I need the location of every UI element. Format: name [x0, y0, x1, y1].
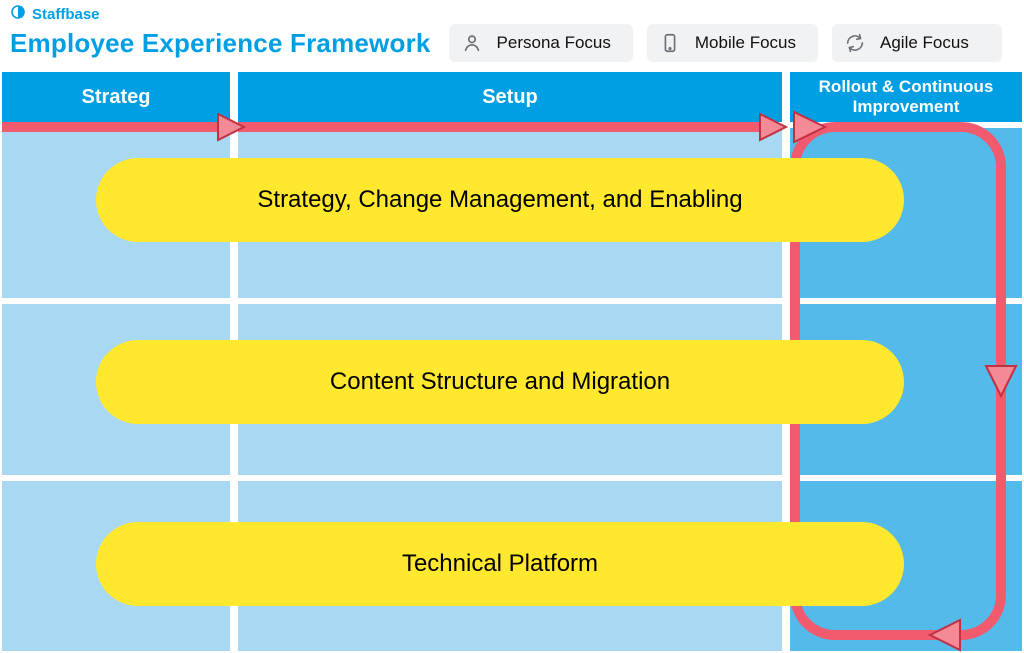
focus-chip-persona[interactable]: Persona Focus — [449, 24, 633, 62]
top-bar: Staffbase Employee Experience Framework … — [10, 4, 1014, 68]
brand-name: Staffbase — [32, 6, 100, 23]
column-header-setup: Setup — [238, 72, 782, 122]
brand-logo-icon — [10, 4, 26, 24]
focus-label: Persona Focus — [497, 33, 611, 53]
brand: Staffbase — [10, 4, 1014, 24]
pill-technical-platform: Technical Platform — [96, 522, 904, 606]
mobile-icon — [659, 32, 681, 54]
focus-chip-mobile[interactable]: Mobile Focus — [647, 24, 818, 62]
focus-label: Agile Focus — [880, 33, 969, 53]
pill-strategy-change: Strategy, Change Management, and Enablin… — [96, 158, 904, 242]
person-icon — [461, 32, 483, 54]
page-root: Staffbase Employee Experience Framework … — [0, 0, 1024, 653]
column-header-strategy: Strateg — [2, 72, 230, 122]
column-header-rollout: Rollout & Continuous Improvement — [790, 72, 1022, 122]
focus-chip-agile[interactable]: Agile Focus — [832, 24, 1002, 62]
focus-label: Mobile Focus — [695, 33, 796, 53]
pill-content-structure: Content Structure and Migration — [96, 340, 904, 424]
focus-row: Persona Focus Mobile Focus — [449, 24, 1002, 62]
agile-icon — [844, 32, 866, 54]
